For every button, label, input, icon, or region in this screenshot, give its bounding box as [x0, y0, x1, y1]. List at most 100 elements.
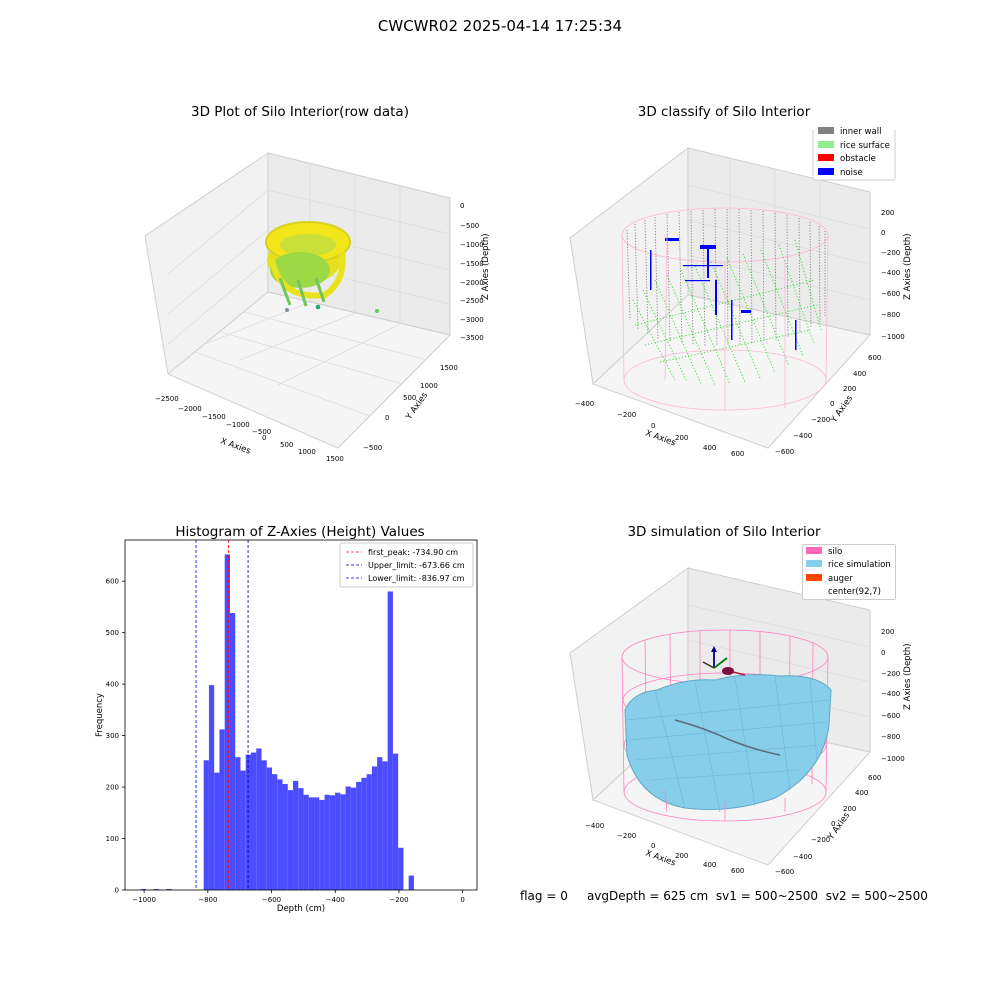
classify-y-tick: −400 [793, 432, 812, 440]
histogram-bar [298, 788, 304, 890]
histogram-y-tick-label: 400 [106, 681, 119, 689]
classify-3d-plot: −400 −200 0 200 400 600 −600 −400 −200 0… [569, 130, 913, 458]
classify-y-label: Y Axies [829, 393, 856, 425]
classify-floor-pane [592, 294, 871, 449]
sim-surface-ridge [674, 719, 781, 756]
sim-z-label: Z Axies (Depth) [903, 643, 913, 710]
legend-item-silo: silo [806, 546, 891, 559]
classify-y-tick: 200 [843, 385, 856, 393]
histogram-bar [277, 779, 283, 890]
histogram-bar [392, 753, 399, 890]
raw-x-label: X Axies [219, 436, 252, 456]
raw-outlier-point [315, 304, 321, 310]
histogram-y-ticks: 0 100 200 300 400 500 600 [106, 578, 125, 895]
status-footer: flag = 0 avgDepth = 625 cm sv1 = 500~250… [520, 889, 928, 903]
histogram-y-tick-label: 600 [106, 578, 119, 586]
histogram-bar [387, 591, 393, 890]
raw-y-tick: 0 [385, 414, 389, 422]
legend-label-lower-limit: Lower_limit: -836.97 cm [368, 574, 465, 583]
sim-z-tick: 200 [881, 628, 894, 636]
classify-y-tick: −600 [775, 448, 794, 456]
classify-y-tick: 0 [830, 400, 834, 408]
sim-y-tick: −200 [811, 836, 830, 844]
classify-z-label: Z Axies (Depth) [903, 233, 913, 300]
sv1-text: sv1 = 500~2500 [715, 889, 819, 903]
raw-x-tick: 1500 [326, 455, 344, 463]
histogram-bar [382, 761, 388, 890]
raw-grid [167, 163, 451, 417]
flag-text: flag = 0 [520, 889, 568, 903]
histogram-x-tick-label: −200 [389, 896, 408, 904]
histogram-legend [339, 542, 474, 588]
raw-y-tick: 1500 [440, 364, 458, 372]
classify-x-tick: −400 [575, 400, 594, 408]
histogram-bar [250, 752, 257, 890]
histogram-bar [293, 780, 299, 890]
histogram-bar [303, 794, 309, 890]
sim-y-label: Y Axies [826, 810, 853, 842]
histogram-y-tick-label: 100 [106, 835, 119, 843]
histogram-x-label: Depth (cm) [277, 904, 325, 914]
sim-x-label: X Axies [644, 848, 677, 868]
legend-item-obstacle: obstacle [818, 153, 890, 167]
classify-cylinder-front [664, 234, 786, 410]
raw-outlier-point [375, 309, 379, 313]
histogram-bar [140, 888, 147, 890]
sim-y-tick: −600 [775, 868, 794, 876]
classify-x-tick: 200 [675, 434, 688, 442]
legend-swatch [818, 167, 834, 175]
classify-z-tick: 200 [881, 209, 894, 217]
histogram-bar [319, 799, 325, 890]
histogram-bar [340, 794, 346, 890]
legend-item-auger: auger [806, 573, 891, 586]
sim-silo-front [664, 789, 786, 821]
histogram-frame [124, 539, 478, 891]
raw-x-tick: −1000 [226, 421, 250, 429]
histogram-bar [240, 770, 246, 890]
raw-z-tick: −3500 [460, 334, 484, 342]
classify-z-tick: −200 [881, 249, 900, 257]
histogram-y-tick-label: 300 [106, 732, 119, 740]
legend-swatch [806, 547, 822, 554]
histogram-bar [261, 760, 267, 890]
histogram-bar [371, 766, 378, 890]
panel2-title: 3D classify of Silo Interior [637, 104, 811, 120]
histogram-bar [229, 613, 236, 890]
histogram-bar [256, 748, 262, 890]
sv2-text: sv2 = 500~2500 [825, 889, 928, 903]
histogram-bar [314, 797, 320, 890]
histogram-x-tick-label: −800 [198, 896, 217, 904]
classify-rice-surface [632, 239, 822, 386]
histogram-x-tick-label: −400 [326, 896, 345, 904]
legend-item-inner-wall: inner wall [818, 126, 890, 140]
legend-item-rice-surface: rice surface [818, 140, 890, 154]
histogram-bar [203, 760, 209, 890]
legend-swatch [806, 573, 822, 581]
raw-z-label: Z Axies (Depth) [481, 233, 491, 300]
sim-x-tick: 200 [675, 852, 688, 860]
legend-item-center: center(92,7) [806, 586, 891, 599]
legend-swatch [818, 140, 834, 148]
histogram-bar [350, 787, 357, 890]
classify-x-tick: 0 [651, 422, 655, 430]
classify-z-tick: −1000 [881, 333, 905, 341]
classify-x-tick: 400 [703, 444, 716, 452]
classify-x-tick: 600 [731, 450, 744, 458]
sim-x-tick: 600 [731, 867, 744, 875]
raw-z-tick: −2500 [460, 297, 484, 305]
legend-swatch [806, 587, 822, 594]
raw-y-tick: 1000 [420, 382, 438, 390]
histogram-bar [266, 767, 273, 890]
histogram-bars [140, 554, 414, 890]
raw-x-tick: 1000 [298, 448, 316, 456]
histogram-vlines [195, 540, 249, 890]
histogram-bar [224, 554, 230, 890]
histogram-bar [219, 729, 225, 890]
classify-y-tick: 400 [853, 370, 866, 378]
legend-item-rice-simulation: rice simulation [806, 559, 891, 572]
histogram-bar [398, 847, 404, 890]
raw-y-tick: 500 [403, 394, 416, 402]
classify-z-tick: −800 [881, 311, 900, 319]
classify-z-tick: −600 [881, 290, 900, 298]
histogram-bar [408, 875, 414, 890]
